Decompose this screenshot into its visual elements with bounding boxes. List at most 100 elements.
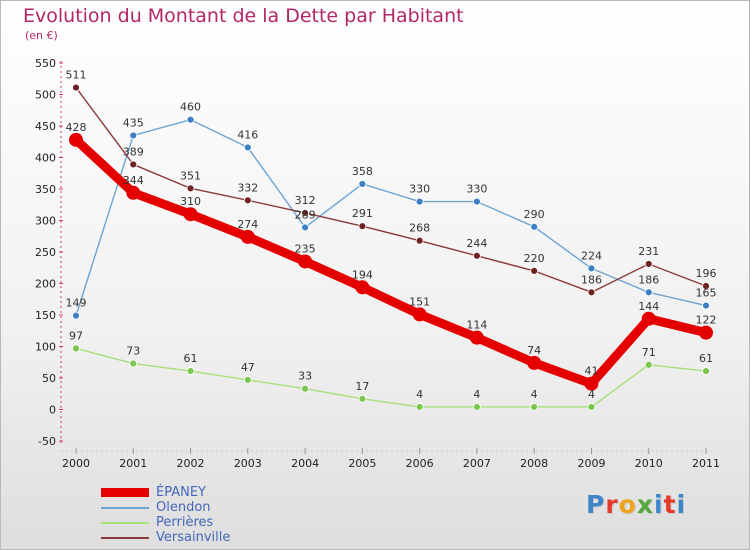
data-label-olendon: 149: [66, 297, 87, 310]
point-olendon: [644, 288, 653, 297]
point-olendon: [72, 311, 80, 320]
point-perrieres: [644, 360, 653, 369]
x-tick-label: 2004: [291, 457, 319, 470]
data-label-olendon: 186: [638, 273, 659, 286]
data-label-epaney: 41: [584, 365, 598, 378]
data-label-epaney: 428: [66, 121, 87, 134]
y-tick-label: 300: [35, 215, 56, 228]
legend-label-perrieres: Perrières: [156, 515, 214, 530]
logo-letter: x: [636, 490, 654, 519]
point-epaney: [298, 254, 313, 269]
x-tick-label: 2007: [463, 457, 491, 470]
point-epaney: [527, 355, 542, 370]
data-label-perrieres: 17: [355, 380, 369, 393]
point-olendon: [358, 180, 367, 188]
data-label-olendon: 165: [696, 287, 717, 300]
proxiti-logo: Proxiti: [586, 490, 686, 519]
data-label-versainville: 291: [352, 207, 373, 220]
point-olendon: [415, 197, 424, 206]
point-perrieres: [358, 394, 367, 403]
y-tick-label: 400: [35, 152, 56, 165]
point-perrieres: [129, 359, 138, 368]
x-tick-label: 2009: [577, 457, 605, 470]
point-epaney: [584, 376, 599, 391]
logo-letter: i: [676, 490, 687, 519]
point-epaney: [469, 330, 484, 345]
point-versainville: [358, 222, 367, 231]
y-tick-label: 0: [49, 404, 56, 417]
data-label-versainville: 244: [466, 237, 487, 250]
point-olendon: [702, 301, 710, 310]
series-lines: [71, 86, 711, 408]
data-label-perrieres: 97: [69, 329, 83, 342]
point-olendon: [129, 131, 138, 140]
y-tick-label: 250: [35, 246, 56, 259]
data-label-versainville: 220: [524, 252, 545, 265]
logo-letter: r: [605, 490, 619, 519]
point-versainville: [129, 160, 138, 169]
data-label-epaney: 144: [638, 300, 659, 313]
legend-swatch-epaney: [101, 488, 149, 497]
point-versainville: [301, 209, 309, 217]
y-tick-label: 100: [35, 341, 56, 354]
point-olendon: [587, 264, 596, 273]
data-label-versainville: 196: [696, 267, 717, 280]
point-epaney: [641, 311, 656, 326]
point-versainville: [530, 266, 539, 275]
point-epaney: [355, 280, 370, 295]
y-tick-label: 550: [35, 57, 56, 70]
point-epaney: [699, 325, 713, 340]
data-label-olendon: 330: [409, 183, 430, 196]
point-versainville: [587, 288, 596, 297]
series-line-versainville: [75, 86, 707, 294]
data-labels: 97 73 61 47 33 17 4 4 4 4 71 61 149 435 460 416 289 358 33…: [66, 69, 717, 401]
point-perrieres: [186, 367, 195, 375]
point-olendon: [473, 197, 481, 206]
logo-letter: t: [663, 490, 677, 519]
point-olendon: [186, 115, 195, 124]
y-tick-label: 50: [42, 372, 56, 385]
point-versainville: [186, 184, 195, 193]
point-olendon: [301, 223, 309, 232]
y-tick-label: 450: [35, 120, 56, 133]
data-label-olendon: 330: [466, 183, 487, 196]
data-label-perrieres: 4: [531, 388, 538, 401]
point-epaney: [412, 307, 427, 322]
point-versainville: [243, 196, 252, 205]
data-label-perrieres: 61: [699, 352, 713, 365]
data-label-olendon: 290: [524, 208, 545, 221]
point-perrieres: [415, 403, 424, 411]
data-label-perrieres: 61: [184, 352, 198, 365]
point-versainville: [702, 282, 710, 290]
series-line-perrieres: [75, 347, 707, 408]
data-label-versainville: 332: [237, 181, 258, 194]
legend-label-epaney: ÉPANEY: [156, 485, 206, 500]
legend-swatch-versainville: [101, 537, 149, 539]
data-label-olendon: 416: [237, 128, 258, 141]
data-label-epaney: 235: [295, 242, 316, 255]
point-perrieres: [243, 375, 252, 384]
x-tick-label: 2005: [348, 457, 376, 470]
data-label-versainville: 511: [66, 69, 87, 82]
legend-label-versainville: Versainville: [156, 530, 231, 545]
point-olendon: [530, 222, 539, 231]
data-label-epaney: 274: [237, 218, 258, 231]
axes: -50 0 50 100 150 200 250 300 350 400 450 500 550 2000…: [35, 57, 720, 470]
data-label-perrieres: 4: [416, 388, 423, 401]
data-label-olendon: 460: [180, 101, 201, 114]
data-label-versainville: 268: [409, 222, 430, 235]
data-label-epaney: 151: [409, 295, 430, 308]
series-line-olendon: [75, 118, 707, 317]
point-olendon: [243, 143, 252, 152]
data-label-epaney: 344: [123, 174, 144, 187]
data-label-olendon: 289: [295, 208, 316, 221]
data-label-versainville: 231: [638, 245, 659, 258]
legend-swatch-perrieres: [101, 522, 149, 524]
data-label-olendon: 358: [352, 165, 373, 178]
data-label-versainville: 389: [123, 145, 144, 158]
point-versainville: [72, 83, 80, 92]
data-label-versainville: 351: [180, 169, 201, 182]
point-epaney: [69, 132, 83, 147]
